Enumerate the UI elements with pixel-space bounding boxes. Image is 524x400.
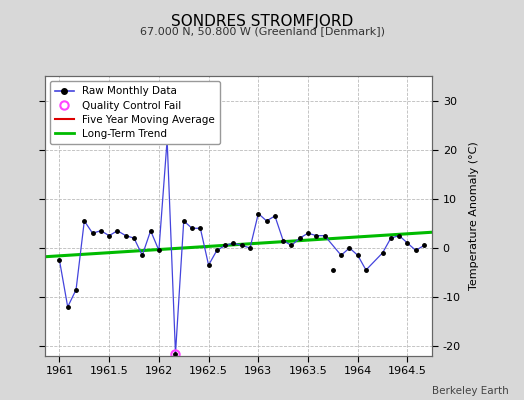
Legend: Raw Monthly Data, Quality Control Fail, Five Year Moving Average, Long-Term Tren: Raw Monthly Data, Quality Control Fail, … [50,81,220,144]
Text: Berkeley Earth: Berkeley Earth [432,386,508,396]
Text: SONDRES STROMFJORD: SONDRES STROMFJORD [171,14,353,29]
Y-axis label: Temperature Anomaly (°C): Temperature Anomaly (°C) [469,142,479,290]
Text: 67.000 N, 50.800 W (Greenland [Denmark]): 67.000 N, 50.800 W (Greenland [Denmark]) [139,26,385,36]
